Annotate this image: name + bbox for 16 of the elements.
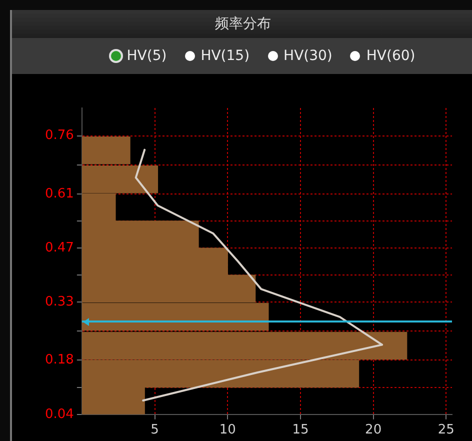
y-tick-label: 0.04 [44, 406, 74, 422]
text: HV(60) [366, 48, 416, 64]
y-tick-label: 0.18 [44, 352, 74, 368]
text: HV(5) [126, 48, 167, 64]
x-tick-label: 10 [219, 422, 236, 438]
y-tick-label: 0.61 [44, 186, 74, 202]
y-tick-label: 0.76 [44, 128, 74, 144]
x-tick-label: 25 [438, 422, 454, 438]
x-tick-label: 15 [292, 422, 309, 438]
text: HV(30) [284, 48, 332, 64]
y-tick-label: 0.47 [44, 240, 74, 256]
x-tick-label: 5 [150, 422, 159, 438]
text: HV(15) [200, 48, 250, 64]
chart-title: 频率分布 [12, 10, 472, 38]
x-tick-label: 20 [365, 422, 382, 438]
y-tick-label: 0.33 [44, 294, 74, 310]
